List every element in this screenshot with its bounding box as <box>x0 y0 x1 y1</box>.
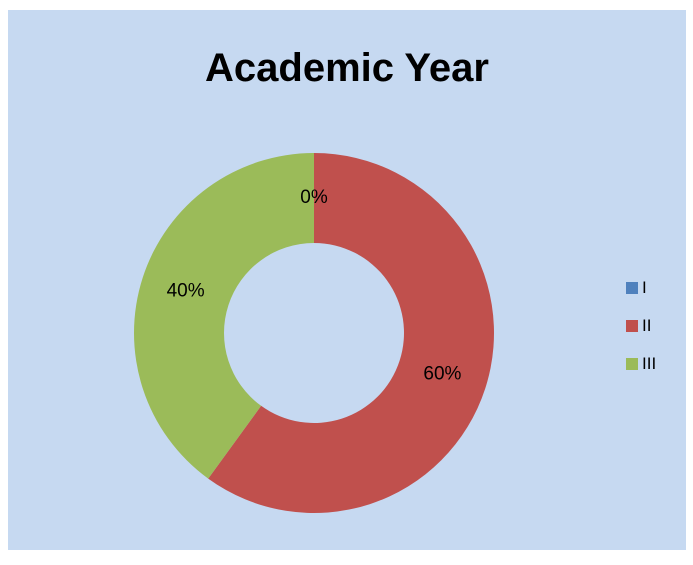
legend-label: II <box>642 316 652 335</box>
legend-swatch <box>626 282 638 294</box>
doughnut-slices <box>134 153 494 513</box>
data-label-i: 0% <box>300 187 328 208</box>
legend-swatch <box>626 358 638 370</box>
slice-ii <box>208 153 494 513</box>
legend-label: I <box>642 278 647 297</box>
legend-swatch <box>626 320 638 332</box>
chart-title: Academic Year <box>205 46 489 90</box>
data-label-ii: 60% <box>423 364 461 385</box>
legend-label: III <box>642 354 657 373</box>
slice-iii <box>134 153 314 479</box>
data-labels: 0% 60% 40% <box>167 187 462 385</box>
data-label-iii: 40% <box>167 280 205 301</box>
